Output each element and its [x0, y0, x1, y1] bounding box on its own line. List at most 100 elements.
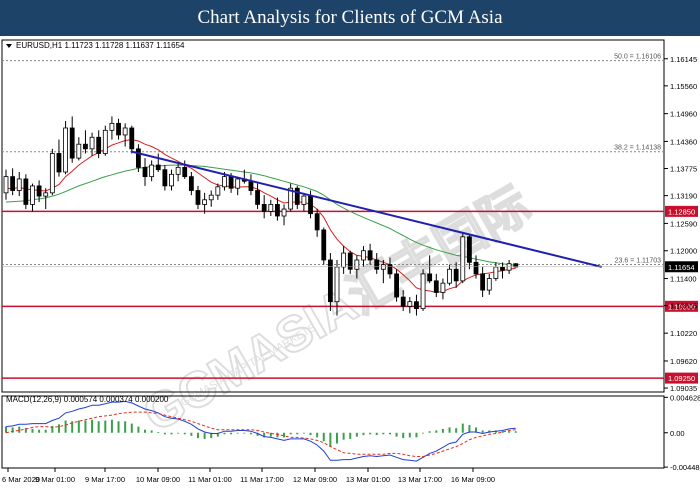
candle-body: [102, 129, 108, 154]
candle: [281, 204, 287, 226]
macd-histogram-bar: [316, 432, 319, 438]
candle-body: [169, 173, 174, 187]
candle: [16, 172, 22, 197]
candle: [414, 294, 419, 316]
candle-body: [195, 190, 201, 205]
symbol-line: EURUSD,H1 1.11723 1.11728 1.11637 1.1165…: [16, 41, 185, 50]
ma-fast-line: [5, 139, 516, 293]
macd-histogram-bar: [455, 428, 458, 433]
time-tick-label: 11 Mar 17:00: [240, 475, 284, 484]
macd-histogram-bar: [157, 432, 160, 433]
candle-body: [129, 127, 135, 150]
candle: [76, 137, 82, 161]
candle-body: [374, 259, 380, 270]
macd-histogram-bar: [18, 426, 21, 433]
candle: [480, 266, 486, 298]
candle-body: [56, 153, 62, 173]
macd-histogram-bar: [210, 432, 213, 439]
candle: [420, 269, 426, 311]
candle: [63, 121, 68, 175]
candle-body: [202, 199, 208, 205]
candle: [447, 264, 452, 286]
time-tick-label: 6 Mar 2020: [2, 475, 40, 484]
horizontal-level-tag: [665, 300, 698, 312]
macd-histogram-bar: [44, 429, 47, 433]
candle-body: [16, 178, 22, 191]
candle: [49, 148, 55, 196]
macd-histogram-bar: [283, 432, 286, 438]
candle-body: [122, 127, 128, 136]
candle-body: [182, 166, 188, 178]
candle: [261, 195, 267, 219]
candle: [155, 153, 161, 172]
macd-histogram-bar: [475, 427, 478, 433]
macd-histogram-bar: [38, 429, 41, 433]
candle: [301, 192, 307, 212]
horizontal-level-label: 1.12850: [668, 207, 695, 216]
candle: [327, 253, 333, 311]
candles: [3, 116, 519, 316]
fib-level-label: 23.6 = 1.11703: [615, 257, 661, 264]
macd-histogram-bar: [190, 432, 193, 436]
candle: [208, 190, 214, 207]
price-tick-label: 1.10815: [670, 302, 697, 311]
macd-histogram-bar: [435, 430, 438, 433]
macd-histogram-bar: [329, 432, 332, 447]
candle-body: [513, 263, 519, 268]
macd-histogram-bar: [309, 432, 312, 436]
macd-histogram-bar: [163, 432, 166, 435]
candle-body: [480, 273, 486, 291]
candle: [466, 234, 472, 270]
macd-histogram-bar: [203, 432, 206, 439]
macd-histogram-bar: [342, 432, 345, 440]
macd-histogram-bar: [24, 428, 27, 433]
price-tick-label: 1.12000: [670, 247, 697, 256]
price-tick-label: 1.13190: [670, 192, 697, 201]
candle: [486, 273, 492, 295]
macd-histogram-bar: [448, 427, 451, 433]
candle-body: [76, 143, 82, 159]
candle: [69, 116, 75, 163]
macd-histogram-bar: [468, 425, 471, 433]
candle-body: [109, 122, 115, 131]
macd-histogram-bar: [256, 432, 259, 436]
macd-histogram-bar: [276, 432, 279, 438]
horizontal-level-label: 1.09250: [668, 374, 695, 383]
candle: [96, 130, 102, 159]
macd-histogram-bar: [415, 432, 418, 438]
last-price-tag: [665, 261, 698, 273]
levels: 50.0 = 1.16106 38.2 = 1.14138 23.6 = 1.117…: [2, 54, 698, 384]
candle-body: [149, 164, 155, 178]
price-grid: [1, 39, 665, 393]
macd-histogram-bar: [481, 430, 484, 433]
fib-level-label: 38.2 = 1.14138: [614, 145, 661, 152]
macd-histogram-bar: [144, 429, 147, 433]
candle-body: [301, 195, 307, 205]
price-tick-label: 1.10220: [670, 329, 697, 338]
macd-histogram-bar: [97, 421, 100, 433]
candle-body: [460, 236, 466, 282]
macd-tick-label: -0.004485: [670, 463, 700, 472]
candle: [195, 185, 201, 210]
price-tick-label: 1.14360: [670, 137, 697, 146]
candle-body: [69, 127, 75, 159]
candle-body: [175, 166, 181, 175]
macd-histogram-bar: [104, 420, 107, 433]
candle-body: [387, 264, 393, 275]
macd-histogram-bar: [395, 432, 398, 437]
candle-body: [354, 259, 360, 270]
fib-level-label: 50.0 = 1.16106: [614, 54, 661, 61]
macd-histogram-bar: [91, 419, 94, 433]
candle: [149, 160, 155, 182]
macd-histogram-bar: [170, 432, 173, 435]
candle-body: [275, 204, 280, 217]
macd-histogram-bar: [501, 431, 504, 433]
candle-body: [83, 143, 88, 150]
candle-body: [116, 122, 121, 136]
macd-histogram-bar: [408, 432, 411, 438]
candle: [374, 253, 380, 274]
candle: [10, 168, 16, 196]
candle: [215, 183, 221, 200]
last-price-label: 1.11654: [668, 263, 695, 272]
macd-histogram-bar: [183, 432, 186, 435]
